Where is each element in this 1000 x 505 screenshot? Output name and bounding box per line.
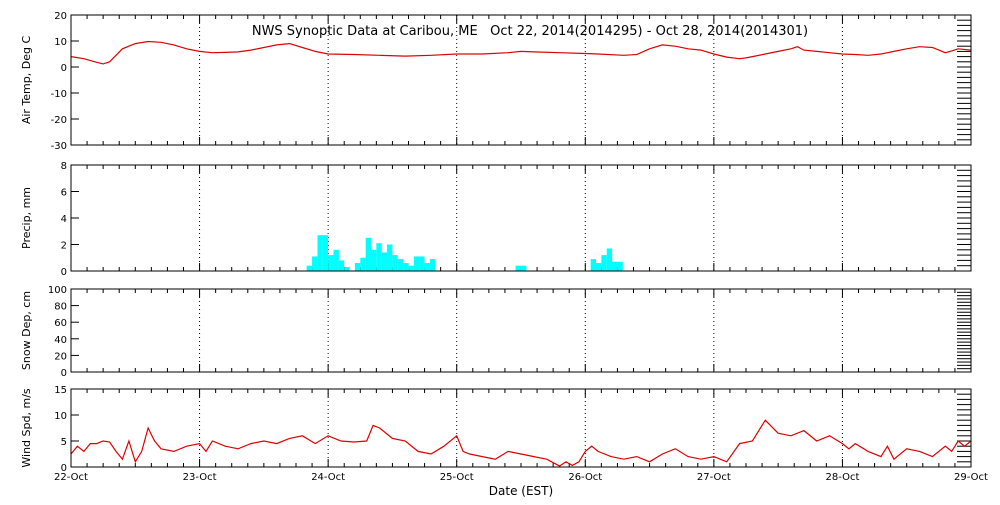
y-axis-label-snow: Snow Dep, cm: [20, 291, 33, 370]
x-tick-label: 27-Oct: [697, 472, 731, 483]
x-tick-label: 24-Oct: [311, 472, 345, 483]
y-tick-label: 40: [54, 335, 67, 346]
precip-bar: [306, 265, 313, 271]
y-tick-label: 20: [54, 351, 67, 362]
precip-bar: [617, 261, 623, 271]
y-tick-label: 80: [54, 302, 67, 313]
panel-frame: [70, 388, 972, 468]
precip-bar: [612, 261, 618, 271]
panel-frame: [70, 14, 972, 146]
y-tick-label: -20: [51, 115, 67, 126]
precip-bar: [429, 259, 436, 271]
x-tick-label: 23-Oct: [183, 472, 217, 483]
precip-bar: [354, 263, 361, 271]
panel-frame: [70, 288, 972, 373]
precip-bar: [413, 256, 420, 271]
y-tick-label: 6: [61, 188, 67, 199]
y-tick-label: 60: [54, 318, 67, 329]
y-axis-label-temp: Air Temp, Deg C: [20, 36, 33, 125]
precip-bar: [344, 267, 350, 271]
precip-bar: [595, 263, 602, 271]
series-line-temp: [70, 40, 972, 65]
panel-snow: 0 20 40 60 80 100 Snow Dep, cm: [20, 285, 972, 379]
x-axis-label: Date (EST): [489, 484, 553, 498]
panel-frame: [70, 164, 972, 272]
precip-bar: [408, 265, 414, 271]
precip-bar: [521, 265, 527, 271]
precip-bar: [387, 244, 393, 271]
y-tick-label: 10: [54, 411, 67, 422]
precip-bar: [360, 257, 366, 271]
x-tick-label: 29-Oct: [954, 472, 988, 483]
precip-bar: [381, 252, 388, 271]
precip-bar: [403, 263, 409, 271]
y-tick-label: 2: [61, 241, 67, 252]
precip-bar: [338, 260, 345, 271]
y-tick-label: 0: [61, 267, 67, 278]
panels-layer: -30 -20 -10 0 10 20 Air Temp, Deg C 0 2 4 6 8 Precip…: [20, 11, 988, 483]
x-tick-label: 22-Oct: [54, 472, 88, 483]
precip-bar: [312, 256, 318, 271]
series-line-wind: [70, 419, 972, 467]
precip-bar: [333, 249, 339, 271]
precip-bar: [397, 259, 404, 271]
x-tick-label: 26-Oct: [568, 472, 602, 483]
precip-bar: [424, 263, 430, 271]
precip-bar: [322, 235, 329, 271]
y-tick-label: 15: [54, 385, 67, 396]
precip-bar: [590, 259, 597, 271]
y-tick-label: 10: [54, 37, 67, 48]
precip-bar: [515, 265, 521, 271]
y-tick-label: 0: [61, 63, 67, 74]
y-axis-label-wind: Wind Spd, m/s: [20, 388, 33, 468]
y-tick-label: 100: [48, 285, 67, 296]
y-tick-label: -10: [51, 89, 67, 100]
precip-bar: [601, 255, 607, 271]
y-tick-label: 8: [61, 161, 67, 172]
precip-bar: [606, 248, 613, 271]
panel-precip: 0 2 4 6 8 Precip, mm: [20, 161, 972, 278]
panel-wind: 0 5 10 15 Wind Spd, m/s 22-Oct 23-Oct 24-Oct 25-…: [20, 385, 988, 483]
precip-bar: [370, 249, 377, 271]
precip-bar: [365, 237, 372, 272]
panel-temp: -30 -20 -10 0 10 20 Air Temp, Deg C: [20, 11, 972, 152]
x-tick-label: 25-Oct: [440, 472, 474, 483]
precip-bar: [328, 255, 334, 271]
y-axis-label-precip: Precip, mm: [20, 187, 33, 249]
precip-bar: [317, 235, 323, 271]
y-tick-label: 4: [61, 214, 67, 225]
precip-bar: [392, 255, 398, 271]
precip-bar: [376, 243, 382, 271]
precip-bar: [419, 256, 425, 271]
y-tick-label: 5: [61, 437, 67, 448]
y-tick-label: 0: [61, 368, 67, 379]
x-tick-label: 28-Oct: [825, 472, 859, 483]
y-tick-label: 20: [54, 11, 67, 22]
y-tick-label: -30: [51, 141, 67, 152]
y-tick-label: 0: [61, 463, 67, 474]
chart-title: NWS Synoptic Data at Caribou, ME Oct 22,…: [252, 24, 808, 39]
